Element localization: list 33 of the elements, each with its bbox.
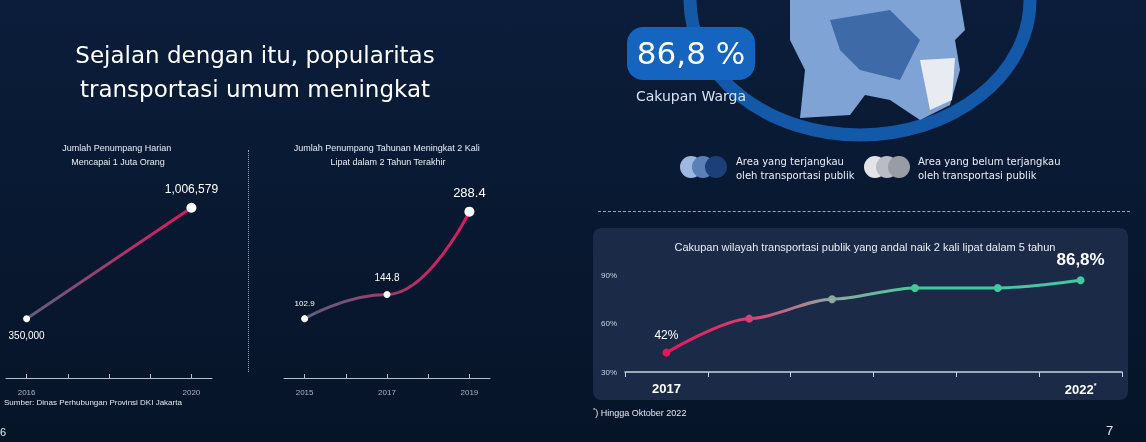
y-tick-label: 30% <box>600 367 617 377</box>
point <box>745 314 754 323</box>
data-label: 144.8 <box>374 272 400 284</box>
point <box>910 283 919 292</box>
x-tick-label: 2017 <box>378 387 397 397</box>
data-label: 288.4 <box>453 184 486 200</box>
x-tick-label: 2019 <box>460 387 479 397</box>
text: Sejalan dengan itu, popularitas transportasi umum meningkat <box>74 41 436 104</box>
point <box>1076 276 1085 285</box>
x-tick-label: 2017 <box>651 381 681 396</box>
data-label: 86,8% <box>1056 250 1105 270</box>
point <box>828 295 837 304</box>
text: 6 <box>0 425 7 438</box>
point <box>662 348 671 357</box>
y-tick-label: 90% <box>600 270 617 280</box>
chart-title: Cakupan wilayah transportasi publik yang andal naik 2 kali lipat dalam 5 tahun <box>674 241 1056 253</box>
x-tick-label: 2016 <box>17 387 37 397</box>
data-label: 42% <box>654 327 679 342</box>
data-label: 102.9 <box>294 298 316 308</box>
data-label: 350,000 <box>8 329 46 341</box>
chart-title: Jumlah Penumpang Tahunan Meningkat 2 Kali Lipat dalam 2 Tahun Terakhir <box>293 143 483 167</box>
text: Area yang terjangkau oleh transportasi publik <box>736 155 856 183</box>
x-tick-label: 2020 <box>182 387 201 397</box>
text: Cakupan Warga <box>634 88 748 104</box>
y-tick-label: 60% <box>600 319 617 328</box>
text: Sumber: Dinas Perhubungan Provinsi DKI Jakarta <box>4 397 183 407</box>
point <box>993 283 1002 292</box>
text: 7 <box>1106 423 1114 438</box>
data-label: 1,006,579 <box>164 181 219 196</box>
x-tick-label: 2015 <box>295 387 315 397</box>
text: 86,8 % <box>627 27 755 80</box>
chart-title: Jumlah Penumpang Harian Mencapai 1 Juta Orang <box>62 143 174 167</box>
text: Area yang belum terjangkau oleh transportasi publik <box>918 155 1062 183</box>
